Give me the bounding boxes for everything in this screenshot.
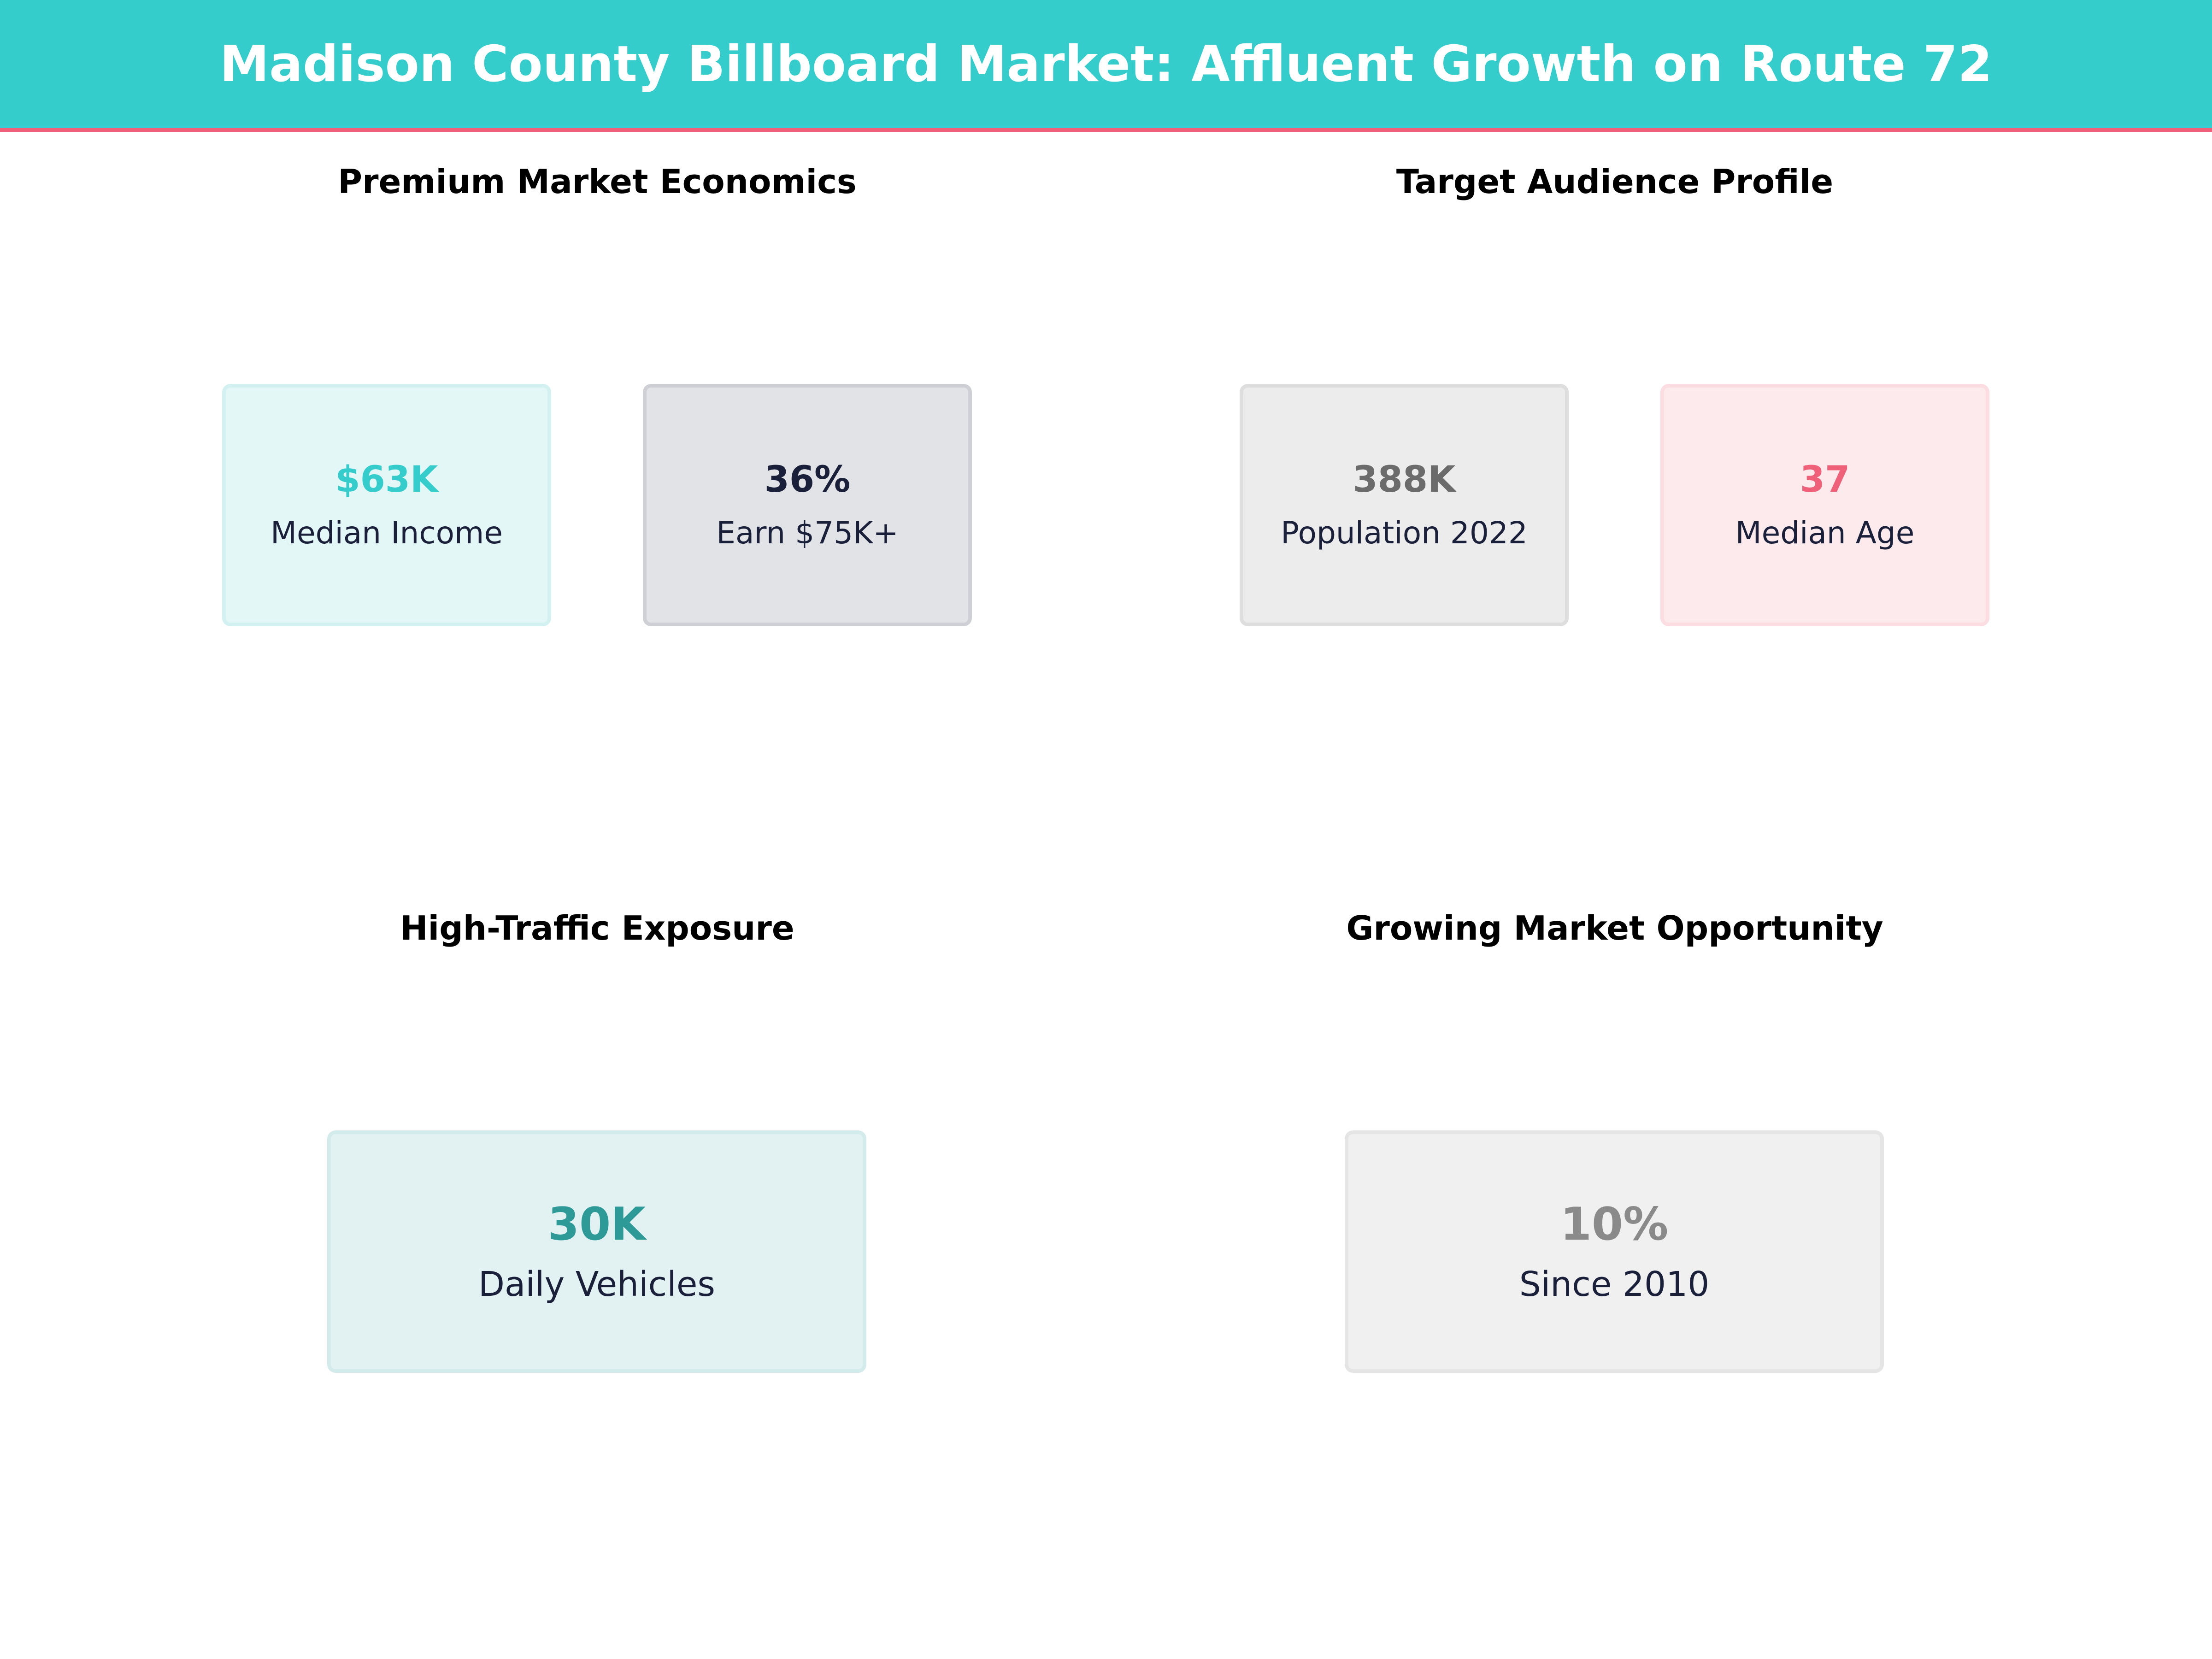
kpi-value: 10% xyxy=(1560,1198,1669,1251)
kpi-card-growth-since-2010: 10% Since 2010 xyxy=(1345,1130,1884,1373)
kpi-value: 36% xyxy=(764,459,851,500)
kpi-label: Median Age xyxy=(1735,515,1915,551)
page-title: Madison County Billboard Market: Affluen… xyxy=(219,35,1993,93)
kpi-label: Median Income xyxy=(271,515,503,551)
header-banner: Madison County Billboard Market: Affluen… xyxy=(0,0,2212,128)
panel-title-high-traffic-exposure: High-Traffic Exposure xyxy=(400,909,794,947)
panel-title-growing-market-opportunity: Growing Market Opportunity xyxy=(1346,909,1883,947)
kpi-card-median-income: $63K Median Income xyxy=(222,384,551,626)
kpi-label: Since 2010 xyxy=(1519,1265,1710,1304)
kpi-value: 30K xyxy=(547,1198,646,1251)
kpi-card-median-age: 37 Median Age xyxy=(1660,384,1989,626)
kpi-card-earn-75k: 36% Earn $75K+ xyxy=(643,384,972,626)
panel-title-target-audience-profile: Target Audience Profile xyxy=(1396,162,1834,201)
kpi-card-daily-vehicles: 30K Daily Vehicles xyxy=(327,1130,866,1373)
kpi-value: $63K xyxy=(335,459,438,500)
header-accent-line xyxy=(0,128,2212,132)
kpi-label: Daily Vehicles xyxy=(478,1265,715,1304)
kpi-card-population: 388K Population 2022 xyxy=(1240,384,1569,626)
kpi-label: Population 2022 xyxy=(1281,515,1528,551)
kpi-value: 37 xyxy=(1800,459,1850,500)
kpi-label: Earn $75K+ xyxy=(716,515,899,551)
panel-title-premium-market-economics: Premium Market Economics xyxy=(338,162,857,201)
kpi-value: 388K xyxy=(1353,459,1456,500)
